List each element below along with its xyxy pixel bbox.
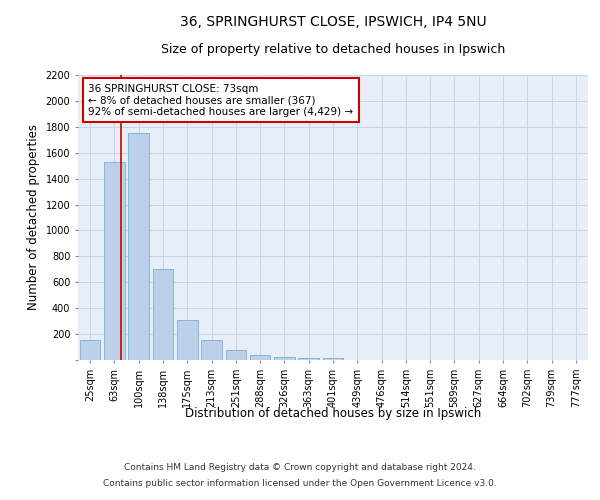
Bar [128, 134, 149, 360]
Bar [177, 320, 197, 360]
Bar [104, 162, 125, 360]
Bar [80, 340, 100, 360]
Text: 36, SPRINGHURST CLOSE, IPSWICH, IP4 5NU: 36, SPRINGHURST CLOSE, IPSWICH, IP4 5NU [179, 15, 487, 29]
Text: Distribution of detached houses by size in Ipswich: Distribution of detached houses by size … [185, 408, 481, 420]
Text: Contains public sector information licensed under the Open Government Licence v3: Contains public sector information licen… [103, 479, 497, 488]
Bar [250, 355, 271, 360]
Text: 36 SPRINGHURST CLOSE: 73sqm
← 8% of detached houses are smaller (367)
92% of sem: 36 SPRINGHURST CLOSE: 73sqm ← 8% of deta… [88, 84, 353, 116]
Bar [298, 358, 319, 360]
Text: Size of property relative to detached houses in Ipswich: Size of property relative to detached ho… [161, 42, 505, 56]
Bar [226, 350, 246, 360]
Y-axis label: Number of detached properties: Number of detached properties [27, 124, 40, 310]
Text: Contains HM Land Registry data © Crown copyright and database right 2024.: Contains HM Land Registry data © Crown c… [124, 462, 476, 471]
Bar [274, 357, 295, 360]
Bar [323, 358, 343, 360]
Bar [152, 270, 173, 360]
Bar [201, 340, 222, 360]
